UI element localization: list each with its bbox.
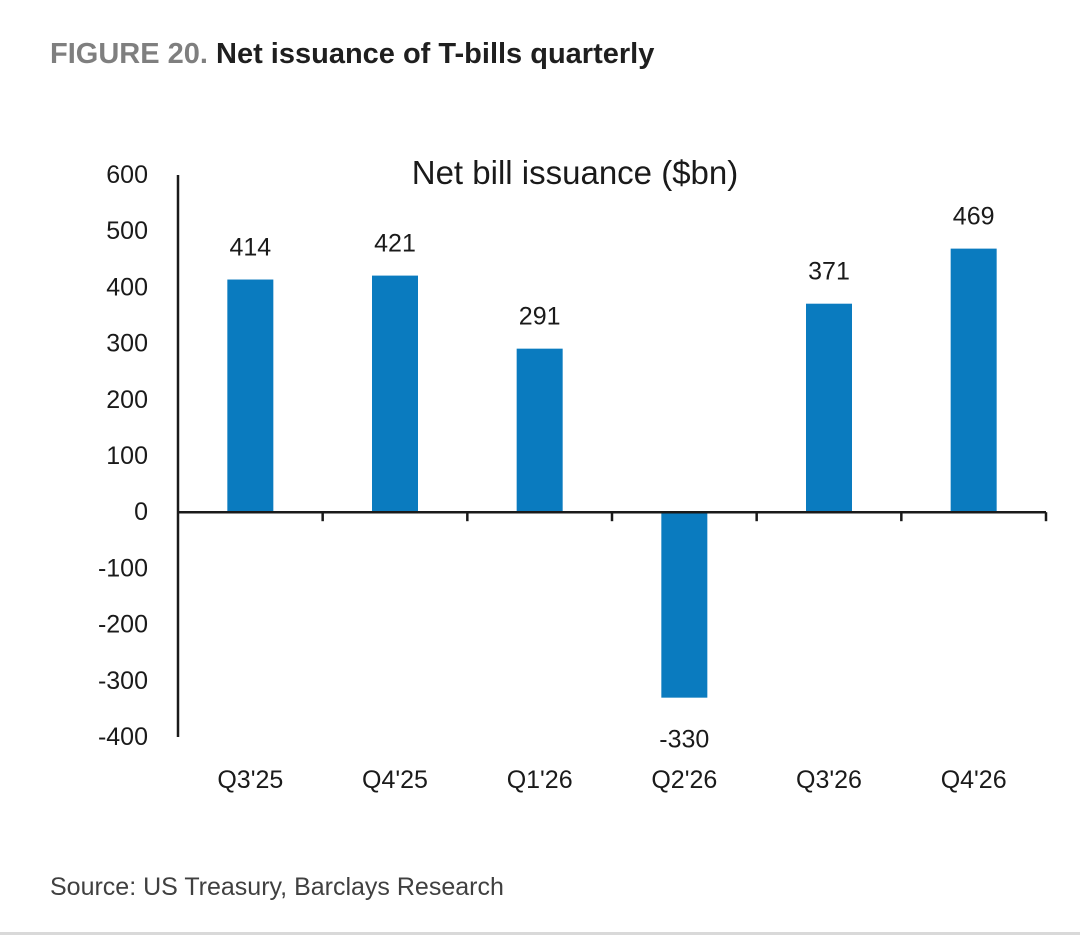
x-tick-label: Q2'26 bbox=[651, 766, 717, 794]
x-tick-label: Q4'26 bbox=[941, 766, 1007, 794]
data-label: 291 bbox=[519, 303, 561, 331]
bar-q326 bbox=[806, 303, 852, 513]
figure-title: Net issuance of T-bills quarterly bbox=[216, 38, 655, 70]
data-label: 421 bbox=[374, 230, 416, 258]
x-tick-label: Q3'26 bbox=[796, 766, 862, 794]
x-tick-label: Q4'25 bbox=[362, 766, 428, 794]
data-label: 414 bbox=[229, 234, 271, 262]
y-axis-ticks: 600 500 400 300 200 100 0 -100 -200 -300 -400 bbox=[98, 161, 148, 751]
bar-q226 bbox=[661, 512, 708, 698]
data-labels: Q3'25 414 Q4'25 421 Q1'26 291 Q2'26 -330 Q3'26 37… bbox=[217, 203, 1006, 794]
y-tick-label: -100 bbox=[98, 554, 148, 582]
x-axis-ticks bbox=[321, 512, 1048, 522]
y-tick-label: 600 bbox=[106, 161, 148, 189]
y-tick-label: -200 bbox=[98, 611, 148, 639]
data-label: -330 bbox=[659, 726, 709, 754]
y-tick-label: -300 bbox=[98, 667, 148, 695]
bar-q425 bbox=[372, 275, 418, 513]
y-tick-label: 200 bbox=[106, 386, 148, 414]
bar-q126 bbox=[516, 348, 563, 513]
y-tick-label: 0 bbox=[134, 498, 148, 526]
bars bbox=[227, 248, 997, 698]
bottom-divider bbox=[0, 932, 1080, 935]
y-tick-label: 500 bbox=[106, 217, 148, 245]
source-note: Source: US Treasury, Barclays Research bbox=[50, 873, 504, 901]
x-tick-label: Q1'26 bbox=[507, 766, 573, 794]
data-label: 469 bbox=[953, 203, 995, 231]
bar-q426 bbox=[950, 248, 997, 513]
figure-heading: FIGURE 20. Net issuance of T-bills quart… bbox=[50, 38, 654, 71]
figure-label: FIGURE 20. bbox=[50, 38, 208, 70]
bar-q325 bbox=[227, 279, 274, 513]
chart-title: Net bill issuance ($bn) bbox=[412, 154, 739, 191]
y-tick-label: 400 bbox=[106, 273, 148, 301]
bar-chart: Net bill issuance ($bn) 600 500 400 300 200 1… bbox=[98, 154, 1048, 794]
y-tick-label: 100 bbox=[106, 442, 148, 470]
y-tick-label: 300 bbox=[106, 330, 148, 358]
data-label: 371 bbox=[808, 258, 850, 286]
x-tick-label: Q3'25 bbox=[217, 766, 283, 794]
y-tick-label: -400 bbox=[98, 723, 148, 751]
